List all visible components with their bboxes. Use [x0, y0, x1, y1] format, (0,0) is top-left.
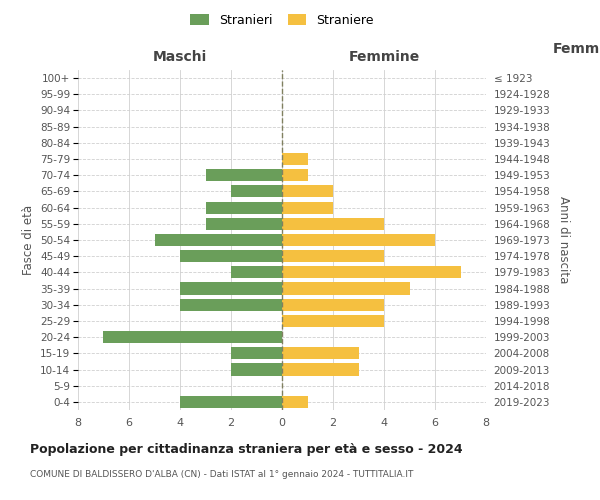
Bar [206, 169, 282, 181]
Bar [104, 331, 282, 343]
Bar [282, 282, 410, 294]
Bar [282, 348, 359, 360]
Bar [282, 202, 333, 213]
Y-axis label: Fasce di età: Fasce di età [22, 205, 35, 275]
Bar [282, 186, 333, 198]
Bar [282, 218, 384, 230]
Bar [180, 250, 282, 262]
Bar [282, 250, 384, 262]
Legend: Stranieri, Straniere: Stranieri, Straniere [190, 14, 374, 26]
Bar [231, 266, 282, 278]
Text: Maschi: Maschi [153, 50, 207, 64]
Bar [282, 234, 435, 246]
Bar [282, 266, 461, 278]
Bar [282, 169, 308, 181]
Bar [180, 396, 282, 408]
Text: Femmine: Femmine [349, 50, 419, 64]
Bar [206, 218, 282, 230]
Bar [155, 234, 282, 246]
Bar [282, 315, 384, 327]
Bar [282, 153, 308, 165]
Text: Popolazione per cittadinanza straniera per età e sesso - 2024: Popolazione per cittadinanza straniera p… [30, 442, 463, 456]
Bar [282, 298, 384, 311]
Text: Femmine: Femmine [553, 42, 600, 56]
Bar [180, 282, 282, 294]
Bar [231, 364, 282, 376]
Bar [231, 186, 282, 198]
Bar [282, 396, 308, 408]
Bar [180, 298, 282, 311]
Bar [231, 348, 282, 360]
Text: COMUNE DI BALDISSERO D'ALBA (CN) - Dati ISTAT al 1° gennaio 2024 - TUTTITALIA.IT: COMUNE DI BALDISSERO D'ALBA (CN) - Dati … [30, 470, 413, 479]
Bar [206, 202, 282, 213]
Y-axis label: Anni di nascita: Anni di nascita [557, 196, 570, 284]
Bar [282, 364, 359, 376]
